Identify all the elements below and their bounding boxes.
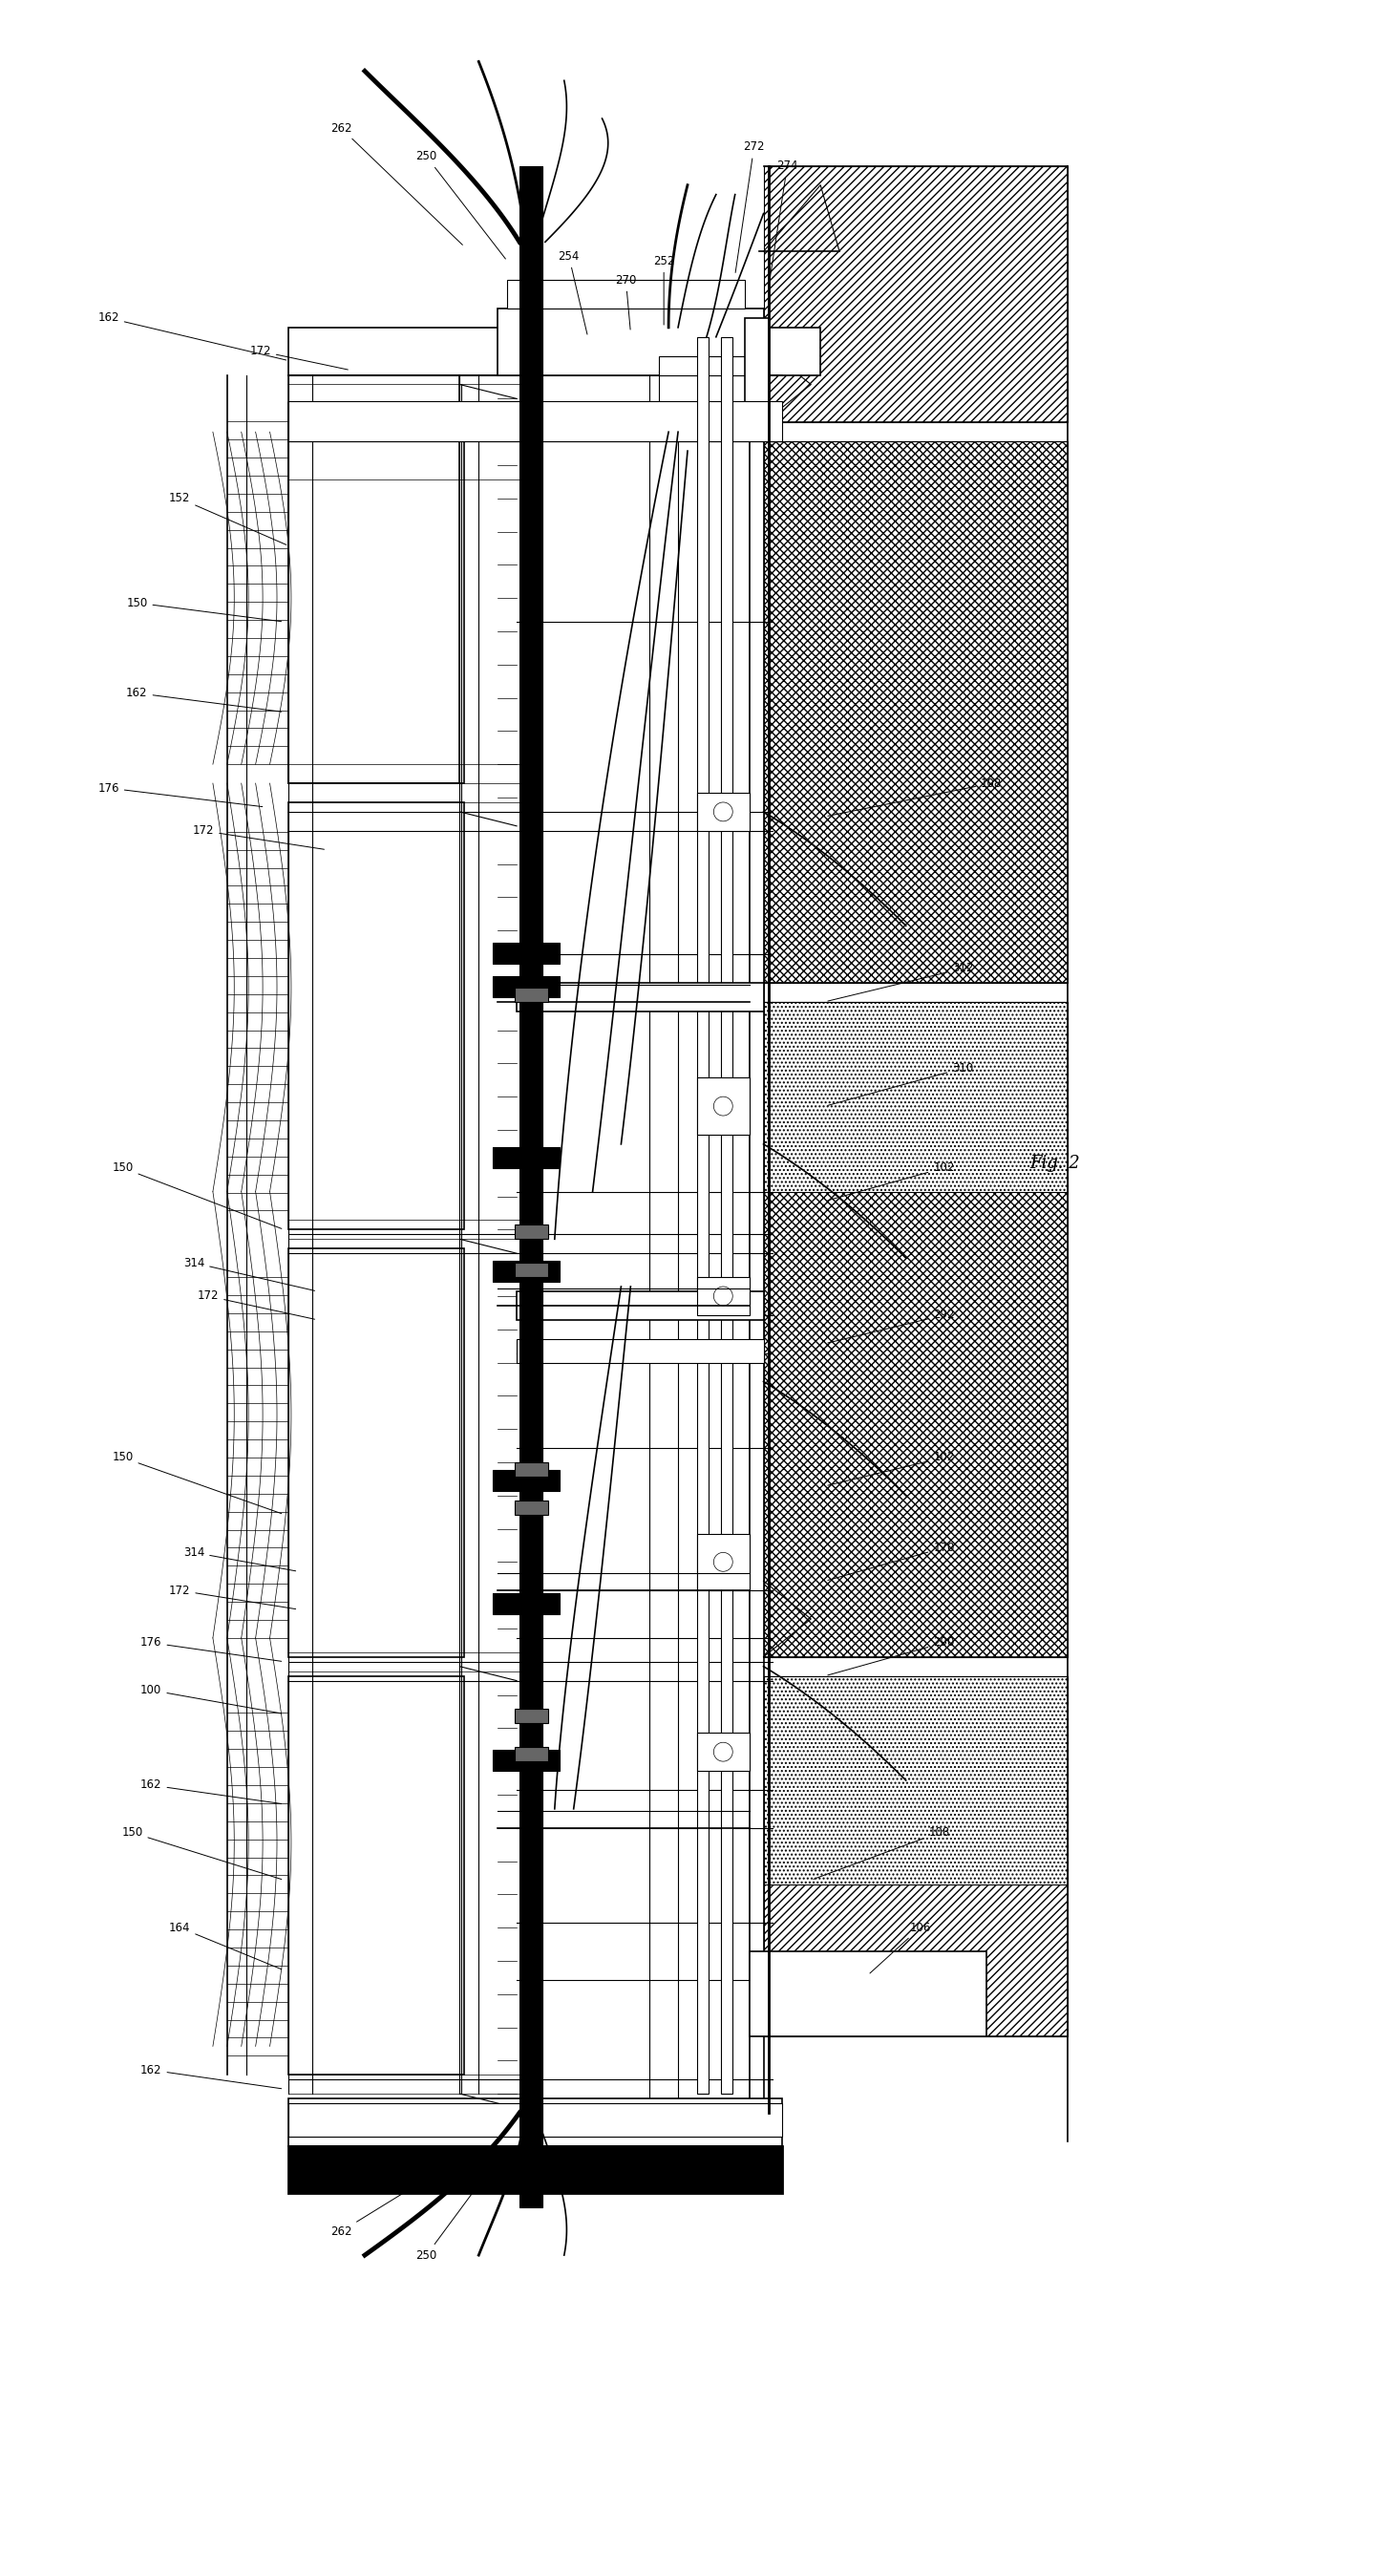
Text: 150: 150 <box>112 1162 281 1229</box>
Bar <box>289 2099 782 2146</box>
Bar <box>697 1278 749 1316</box>
Text: 172: 172 <box>169 1584 296 1610</box>
Bar <box>289 2102 782 2136</box>
Text: 150: 150 <box>121 1826 281 1880</box>
Text: Fig. 2: Fig. 2 <box>1030 1154 1080 1172</box>
Bar <box>289 376 460 783</box>
Bar <box>515 1224 548 1239</box>
Bar <box>515 1262 548 1278</box>
Bar <box>289 1677 464 2074</box>
Bar <box>515 1708 548 1723</box>
Text: 162: 162 <box>127 688 281 711</box>
Text: 250: 250 <box>416 2148 505 2262</box>
Text: 176: 176 <box>98 783 263 806</box>
Bar <box>749 1950 986 2038</box>
Text: 292: 292 <box>828 1309 954 1342</box>
Text: 108: 108 <box>828 778 1002 817</box>
Bar <box>507 281 745 309</box>
Bar <box>493 1260 559 1283</box>
Text: 252: 252 <box>653 255 675 325</box>
Text: 172: 172 <box>249 345 348 368</box>
Bar <box>763 165 1067 422</box>
Bar <box>697 1077 749 1133</box>
Bar <box>497 309 763 376</box>
Text: 312: 312 <box>828 963 974 1002</box>
Text: 106: 106 <box>870 1922 931 1973</box>
Text: 290: 290 <box>828 1636 954 1674</box>
Bar <box>289 402 782 440</box>
Bar <box>745 317 768 433</box>
Bar <box>763 1002 1067 1193</box>
Bar <box>697 793 749 832</box>
Text: 150: 150 <box>127 598 281 621</box>
Bar <box>720 337 733 2094</box>
Bar <box>515 1463 548 1476</box>
Text: 314: 314 <box>183 1257 315 1291</box>
Bar <box>763 1677 1067 2038</box>
Text: 250: 250 <box>416 149 505 260</box>
Text: 270: 270 <box>616 273 636 330</box>
Text: 176: 176 <box>140 1636 281 1662</box>
Bar <box>493 1471 559 1492</box>
Text: 102: 102 <box>828 1450 954 1486</box>
Text: 162: 162 <box>140 2063 281 2089</box>
Bar <box>763 1002 1067 1656</box>
Bar <box>289 404 464 783</box>
Text: 152: 152 <box>169 492 286 544</box>
Text: 274: 274 <box>768 160 799 286</box>
Bar <box>660 355 755 376</box>
Bar <box>697 1734 749 1770</box>
Bar <box>697 337 708 2094</box>
Text: 310: 310 <box>828 1061 974 1105</box>
Bar <box>493 1595 559 1615</box>
Bar <box>519 165 543 2208</box>
Bar <box>763 1677 1067 1886</box>
Bar <box>515 987 548 1002</box>
Text: 164: 164 <box>169 1922 281 1968</box>
Bar <box>515 1499 548 1515</box>
Text: 262: 262 <box>330 2156 463 2239</box>
Bar <box>493 943 559 963</box>
Text: 272: 272 <box>735 142 764 273</box>
Text: 162: 162 <box>98 312 286 361</box>
Text: 262: 262 <box>330 121 463 245</box>
Text: 100: 100 <box>140 1685 281 1713</box>
Bar <box>289 801 464 1229</box>
Bar <box>289 327 821 376</box>
Text: 170: 170 <box>828 1540 954 1579</box>
Bar <box>493 1146 559 1167</box>
Bar <box>516 981 763 1012</box>
Bar <box>289 1249 464 1656</box>
Bar <box>493 1749 559 1770</box>
Text: 314: 314 <box>183 1546 296 1571</box>
Bar <box>660 371 755 433</box>
Text: 162: 162 <box>140 1780 281 1803</box>
Bar <box>516 1291 763 1319</box>
Text: 150: 150 <box>112 1450 281 1515</box>
Bar <box>697 1533 749 1589</box>
Bar <box>493 976 559 997</box>
Text: 172: 172 <box>193 824 324 850</box>
Bar <box>516 1340 763 1363</box>
Text: 172: 172 <box>197 1291 315 1319</box>
Bar <box>289 2146 782 2192</box>
Bar <box>763 440 1067 981</box>
Text: 108: 108 <box>814 1826 950 1878</box>
Bar <box>515 1747 548 1762</box>
Text: 102: 102 <box>828 1162 954 1200</box>
Text: 254: 254 <box>558 250 587 335</box>
